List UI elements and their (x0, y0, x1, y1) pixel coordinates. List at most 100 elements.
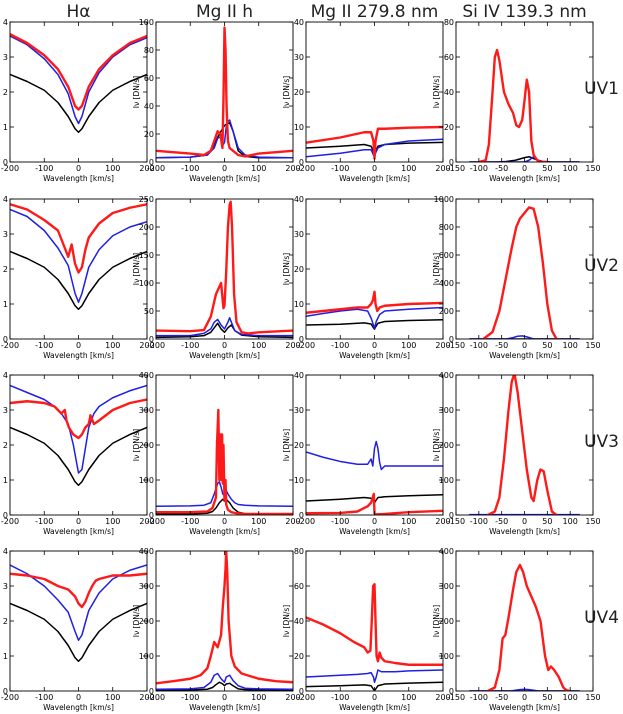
x-tick-label: 100 (105, 517, 120, 526)
y-axis-label: Iν [DN/s] (282, 429, 291, 462)
y-tick-label: 600 (439, 251, 454, 260)
x-tick-label: 0 (222, 517, 227, 526)
y-axis-label: Iν [DN/s] (132, 253, 141, 286)
x-tick-label: 0 (522, 164, 527, 173)
x-tick-label: -200 (1, 517, 19, 526)
x-tick-label: 0 (76, 341, 81, 350)
y-tick-label: 0 (3, 335, 8, 344)
y-tick-label: 250 (139, 195, 154, 204)
x-tick-label: 50 (542, 517, 552, 526)
y-tick-label: 60 (144, 74, 154, 83)
plot-frame (9, 21, 148, 163)
x-tick-label: -200 (297, 341, 315, 350)
x-tick-label: 100 (401, 693, 416, 702)
x-tick-label: -200 (1, 341, 19, 350)
y-axis-label: Iν [DN/s] (432, 429, 441, 462)
y-tick-label: 100 (439, 476, 454, 485)
x-axis-label: Wavelength [km/s] (43, 703, 114, 712)
row-label-uv2: UV2 (584, 256, 619, 276)
y-tick-label: 80 (294, 547, 304, 556)
y-tick-label: 0 (449, 687, 454, 696)
plot-frame (455, 550, 594, 692)
x-tick-label: -100 (35, 517, 53, 526)
y-tick-label: 0 (299, 335, 304, 344)
x-tick-label: -100 (470, 693, 488, 702)
x-tick-label: -100 (181, 164, 199, 173)
x-tick-label: -100 (470, 517, 488, 526)
x-tick-label: 100 (105, 693, 120, 702)
y-tick-label: 4 (3, 547, 8, 556)
x-tick-label: 200 (435, 164, 450, 173)
y-axis-label: Iν [DN/s] (432, 76, 441, 109)
column-title-h: Hα (67, 2, 91, 22)
y-axis-label: Iν [DN/s] (432, 605, 441, 638)
panel-r0c3: -150 -100 -50 0 50 100 150 0 20 40 60 80 Wavelength … (432, 18, 601, 183)
y-tick-label: 200 (439, 307, 454, 316)
x-tick-label: -100 (331, 517, 349, 526)
x-tick-label: 100 (105, 164, 120, 173)
panel-r2c3: -150 -100 -50 0 50 100 150 0 100 200 300 400 Wavelen… (432, 371, 601, 536)
x-tick-label: -100 (35, 341, 53, 350)
y-tick-label: 300 (439, 406, 454, 415)
series-red-line (10, 203, 147, 274)
x-tick-label: 0 (222, 693, 227, 702)
x-tick-label: 0 (522, 341, 527, 350)
y-tick-label: 40 (444, 88, 454, 97)
x-tick-label: -200 (147, 517, 165, 526)
x-tick-label: -100 (181, 341, 199, 350)
panel-r3c3: -150 -100 -50 0 50 100 150 0 100 200 300 400 Wavelen… (432, 547, 601, 712)
y-tick-label: 2 (3, 617, 8, 626)
y-axis-label: Iν [DN/s] (132, 76, 141, 109)
y-tick-label: 10 (294, 476, 304, 485)
y-tick-label: 3 (3, 53, 8, 62)
x-tick-label: -50 (495, 341, 508, 350)
plot-frame (305, 198, 444, 340)
series-red-line (156, 551, 293, 685)
y-axis-label: Iν [DN/s] (282, 253, 291, 286)
x-axis-label: Wavelength [km/s] (189, 174, 260, 183)
x-tick-label: 200 (435, 341, 450, 350)
y-tick-label: 0 (299, 687, 304, 696)
y-tick-label: 0 (449, 335, 454, 344)
x-tick-label: 200 (435, 517, 450, 526)
series-black-line (10, 426, 147, 486)
y-tick-label: 4 (3, 371, 8, 380)
y-tick-label: 300 (139, 406, 154, 415)
y-tick-label: 40 (294, 195, 304, 204)
y-tick-label: 0 (3, 511, 8, 520)
x-tick-label: 200 (139, 164, 154, 173)
y-tick-label: 60 (294, 582, 304, 591)
y-tick-label: 200 (139, 441, 154, 450)
series-blue-line (10, 384, 147, 474)
x-tick-label: -100 (181, 693, 199, 702)
x-tick-label: -100 (35, 693, 53, 702)
x-tick-label: -150 (447, 517, 465, 526)
y-tick-label: 800 (439, 223, 454, 232)
series-blue-line (156, 316, 293, 337)
x-tick-label: 0 (372, 693, 377, 702)
y-tick-label: 400 (139, 371, 154, 380)
x-tick-label: 100 (105, 341, 120, 350)
y-tick-label: 0 (149, 511, 154, 520)
x-tick-label: 0 (76, 164, 81, 173)
column-title-mg-ii-279-8-nm: Mg II 279.8 nm (311, 2, 439, 22)
x-tick-label: 0 (76, 517, 81, 526)
series-red-line (10, 33, 147, 111)
y-tick-label: 30 (294, 53, 304, 62)
x-tick-label: 0 (522, 517, 527, 526)
series-red-line (156, 200, 293, 335)
x-tick-label: 100 (563, 693, 578, 702)
x-axis-label: Wavelength [km/s] (43, 527, 114, 536)
series-blue-line (10, 35, 147, 125)
series-black-line (10, 250, 147, 310)
y-tick-label: 20 (294, 265, 304, 274)
x-axis-label: Wavelength [km/s] (339, 174, 410, 183)
y-tick-label: 0 (149, 158, 154, 167)
